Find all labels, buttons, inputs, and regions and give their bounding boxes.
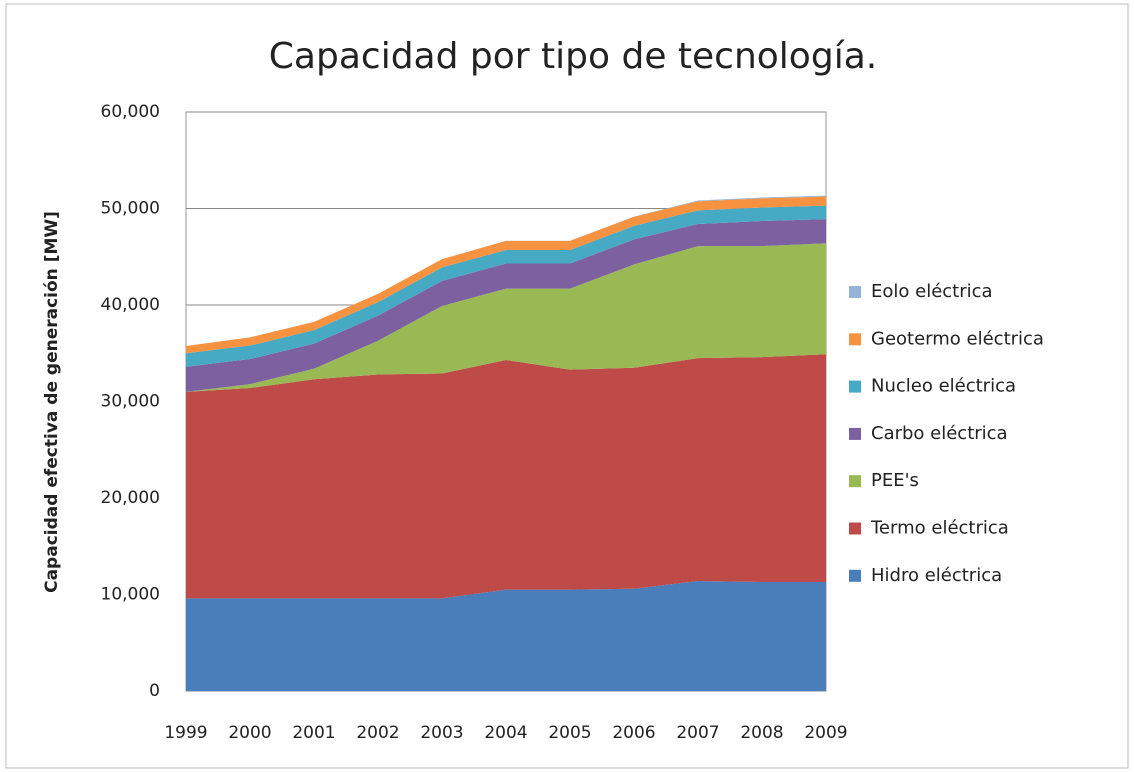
legend-label: PEE's <box>871 470 919 491</box>
legend-swatch <box>849 333 861 346</box>
x-tick-label: 2007 <box>676 723 719 743</box>
legend-swatch <box>849 569 861 582</box>
y-tick-label: 40,000 <box>101 295 160 315</box>
x-tick-label: 2002 <box>356 723 399 743</box>
x-tick-label: 2008 <box>740 723 783 743</box>
legend-swatch <box>849 380 861 393</box>
x-tick-label: 1999 <box>164 723 207 743</box>
y-axis-label: Capacidad efectiva de generación [MW] <box>42 211 62 593</box>
legend-swatch <box>849 475 861 488</box>
legend-label: Eolo eléctrica <box>871 281 993 302</box>
legend-label: Carbo eléctrica <box>871 423 1008 444</box>
legend-label: Termo eléctrica <box>870 518 1009 539</box>
chart-title: Capacidad por tipo de tecnología. <box>269 36 877 77</box>
legend-label: Hidro eléctrica <box>871 565 1002 586</box>
x-tick-label: 2005 <box>548 723 591 743</box>
y-tick-label: 0 <box>149 681 160 701</box>
x-tick-label: 2001 <box>292 723 335 743</box>
x-tick-label: 2000 <box>228 723 271 743</box>
legend-swatch <box>849 522 861 535</box>
y-tick-label: 10,000 <box>101 585 160 605</box>
area <box>186 196 826 354</box>
y-tick-label: 30,000 <box>101 392 160 412</box>
y-tick-label: 50,000 <box>101 199 160 219</box>
y-tick-label: 20,000 <box>101 488 160 508</box>
x-tick-label: 2009 <box>804 723 847 743</box>
legend-label: Nucleo eléctrica <box>871 376 1016 397</box>
area <box>186 354 826 599</box>
area <box>186 580 826 691</box>
legend-swatch <box>849 427 861 440</box>
legend-label: Geotermo eléctrica <box>871 328 1044 349</box>
x-tick-label: 2006 <box>612 723 655 743</box>
area <box>186 219 826 392</box>
area <box>186 205 826 367</box>
legend-swatch <box>849 286 861 298</box>
x-tick-label: 2003 <box>420 723 463 743</box>
x-tick-label: 2004 <box>484 723 527 743</box>
area <box>186 243 826 392</box>
y-tick-label: 60,000 <box>101 102 160 122</box>
